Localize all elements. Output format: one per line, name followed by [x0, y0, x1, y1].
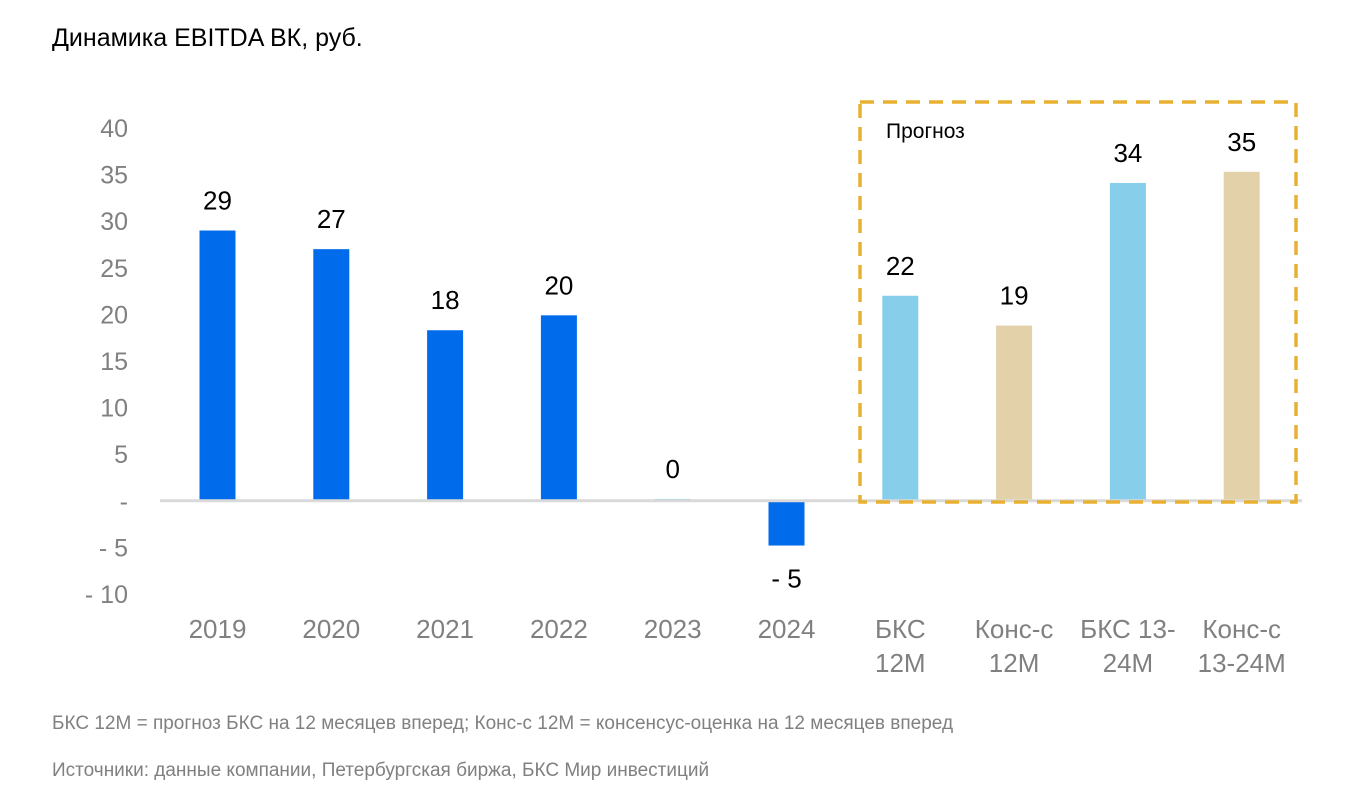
x-tick-label: БКС 13- [1080, 614, 1176, 644]
y-tick-label: 35 [100, 162, 128, 190]
bar-2022 [540, 315, 577, 501]
y-tick-label: - [120, 488, 128, 516]
footnote: БКС 12M = прогноз БКС на 12 месяцев впер… [52, 713, 954, 734]
chart-title: Динамика EBITDA ВК, руб. [52, 24, 363, 52]
bar-бкс-13-24m [1109, 182, 1146, 501]
bar-конс-с-12m [996, 325, 1033, 501]
data-label: 0 [665, 454, 679, 484]
bar-2020 [313, 249, 350, 501]
x-tick-label: 2022 [530, 614, 588, 644]
y-tick-label: - 5 [99, 534, 128, 562]
forecast-label: Прогноз [886, 120, 965, 143]
x-tick-label: Конс-с [1202, 614, 1281, 644]
data-labels: 29 27 18 20 0 - 5 22 19 34 35 [203, 127, 1256, 594]
sources-note: Источники: данные компании, Петербургска… [52, 760, 710, 781]
bar-2024 [768, 500, 805, 546]
data-label: 20 [544, 270, 573, 300]
x-tick-label: Конс-с [975, 614, 1054, 644]
y-axis: 40 35 30 25 20 15 10 5 - - 5 - 10 [85, 115, 128, 609]
y-tick-label: - 10 [85, 581, 128, 609]
x-tick-label: 12M [875, 648, 926, 678]
bar-2019 [199, 230, 236, 501]
y-tick-label: 40 [100, 115, 128, 143]
y-tick-label: 25 [100, 255, 128, 283]
data-label: 18 [431, 285, 460, 315]
y-tick-label: 30 [100, 208, 128, 236]
bar-2021 [427, 330, 464, 501]
x-tick-label: 13-24M [1198, 648, 1286, 678]
data-label: 29 [203, 186, 232, 216]
x-tick-label: 2019 [189, 614, 247, 644]
x-tick-label: 2024 [758, 614, 816, 644]
data-label: 19 [1000, 281, 1029, 311]
y-tick-label: 5 [114, 441, 128, 469]
bar-конс-с-13-24m [1223, 171, 1260, 501]
ebitda-bar-chart: 40 35 30 25 20 15 10 5 - - 5 - 10 29 27 18 20 0 - 5 22 19… [85, 100, 1302, 678]
data-label: 35 [1227, 127, 1256, 157]
x-tick-label: 2021 [416, 614, 474, 644]
y-tick-label: 10 [100, 395, 128, 423]
data-label: - 5 [771, 564, 801, 594]
forecast-box [858, 100, 1298, 504]
y-tick-label: 15 [100, 348, 128, 376]
x-tick-label: 12M [989, 648, 1040, 678]
bars [199, 171, 1260, 546]
y-tick-label: 20 [100, 301, 128, 329]
x-tick-label: 24M [1103, 648, 1154, 678]
x-tick-label: 2023 [644, 614, 702, 644]
bar-бкс-12m [882, 295, 919, 501]
data-label: 34 [1113, 138, 1142, 168]
x-axis: 2019 2020 2021 2022 2023 2024 БКС 12M Конс-с 12M Б… [189, 614, 1286, 678]
data-label: 22 [886, 251, 915, 281]
x-tick-label: 2020 [302, 614, 360, 644]
data-label: 27 [317, 204, 346, 234]
x-tick-label: БКС [875, 614, 926, 644]
